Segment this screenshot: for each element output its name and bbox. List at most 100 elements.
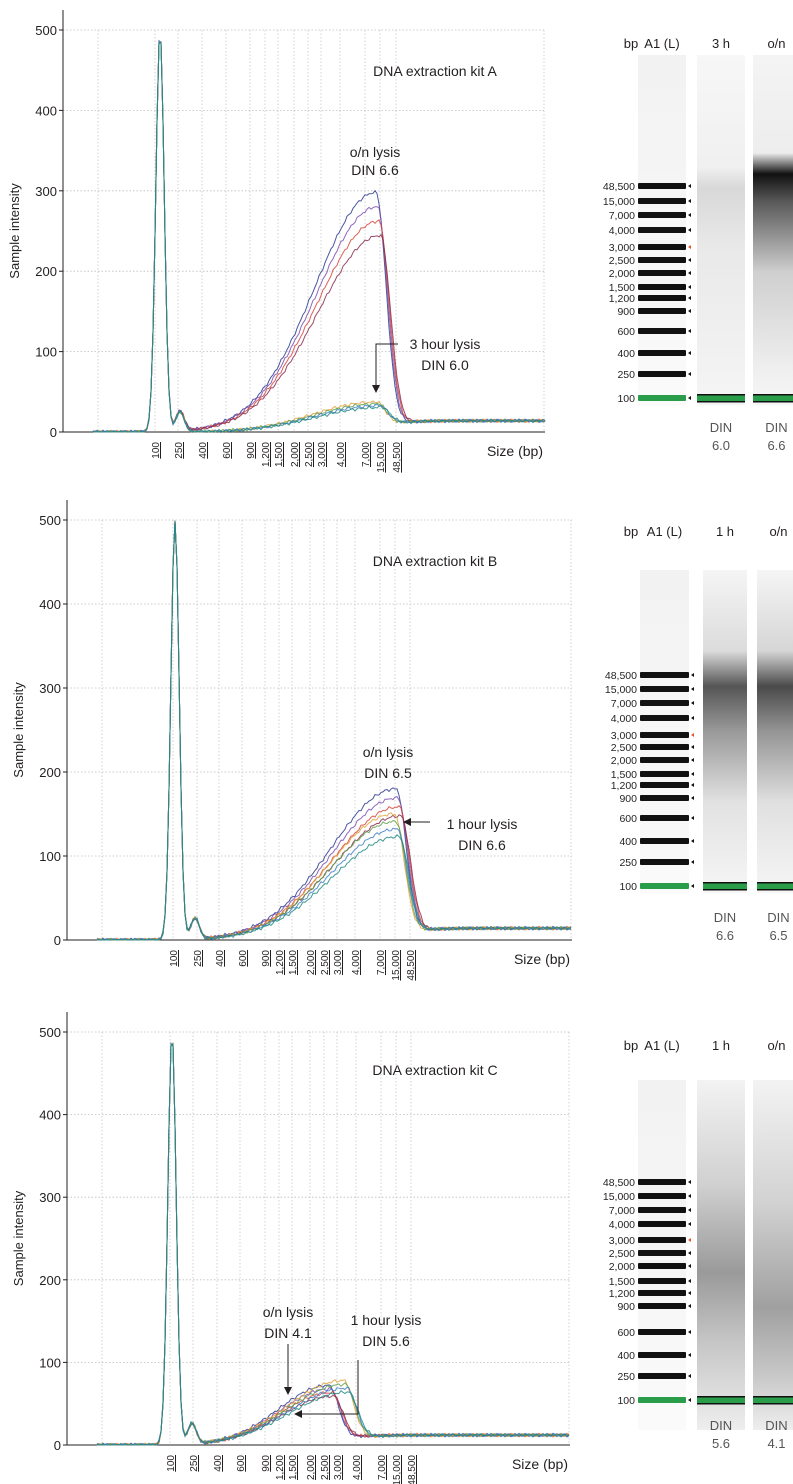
ladder-band: [638, 1373, 686, 1379]
ladder-size-label: 1,200: [609, 293, 635, 305]
ladder-size-label: 400: [617, 1350, 635, 1362]
x-tick-group: 2,500: [320, 1455, 331, 1480]
panel-b: 0 100 200 300 400 500 Sample intensity 100 250 40…: [11, 500, 793, 981]
ladder-band: [638, 183, 686, 189]
x-tick-label: 1,500: [288, 1455, 299, 1480]
trace-line: [93, 42, 546, 433]
ladder-size-label: 48,500: [605, 670, 637, 682]
ladder-size-label: 15,000: [603, 196, 635, 208]
trace-line: [96, 520, 572, 941]
ladder-pointer: [688, 329, 691, 333]
ladder-pointer: [688, 309, 691, 313]
ladder-pointer: [691, 783, 694, 787]
ladder-band: [638, 308, 686, 314]
ladder-size-label: 2,000: [611, 755, 637, 767]
x-tick-label: 100: [166, 1455, 177, 1472]
y-axis-label: Sample intensity: [7, 183, 22, 279]
x-tick-label: 15,000: [392, 1455, 403, 1484]
x-tick-label: 2,000: [290, 442, 301, 467]
ladder-size-label: 15,000: [603, 1191, 635, 1203]
x-tick-group: 48,500: [406, 950, 417, 981]
x-tick-group: 600: [238, 950, 249, 967]
gel-lane-header: bp: [624, 1038, 638, 1053]
x-tick-label: 400: [215, 950, 226, 967]
ladder-pointer: [688, 184, 691, 188]
x-tick-label: 400: [198, 442, 209, 459]
x-tick-label: 100: [151, 442, 162, 459]
ladder-size-label: 900: [617, 1301, 635, 1313]
x-tick-group: 3,000: [333, 1455, 344, 1480]
annotation-label: o/n lysis: [363, 744, 414, 760]
ladder-band: [640, 771, 689, 777]
gel-lane-header: A1 (L): [644, 1038, 679, 1053]
din-value: 6.6: [767, 438, 785, 453]
trace-line: [92, 41, 546, 433]
ladder-size-label: 48,500: [603, 181, 635, 193]
x-tick-group: 1,500: [274, 442, 285, 467]
ladder-band: [638, 295, 686, 301]
x-tick-group: 250: [193, 950, 204, 967]
ladder-pointer: [688, 1238, 691, 1242]
lane-marker-band: [753, 1397, 793, 1403]
sample-lane: [753, 55, 793, 405]
gel-lane-header: bp: [624, 524, 638, 539]
ladder-band: [638, 1250, 686, 1256]
annotation-din: DIN 6.5: [364, 765, 412, 781]
trace-line: [93, 42, 546, 433]
din-value: 4.1: [767, 1436, 785, 1451]
ladder-size-label: 1,500: [609, 1276, 635, 1288]
trace-line: [96, 1042, 570, 1446]
y-tick-label: 400: [35, 103, 57, 118]
x-tick-label: 2,500: [320, 1455, 331, 1480]
x-tick-label: 3,000: [333, 950, 344, 975]
ladder-pointer: [688, 1353, 691, 1357]
annotation-din: DIN 4.1: [264, 1325, 312, 1341]
x-tick-group: 2,000: [306, 950, 317, 975]
ladder-band: [638, 1207, 686, 1213]
x-tick-label: 7,000: [376, 950, 387, 975]
sample-lane: [697, 55, 745, 405]
y-tick-label: 100: [39, 1355, 61, 1370]
x-tick-group: 15,000: [391, 950, 402, 981]
chart-title: DNA extraction kit C: [372, 1062, 497, 1078]
x-tick-label: 2,000: [306, 1455, 317, 1480]
trace-line: [96, 521, 572, 941]
ladder-size-label: 600: [619, 813, 637, 825]
x-tick-label: 250: [189, 1455, 200, 1472]
ladder-pointer: [691, 745, 694, 749]
ladder-pointer: [691, 772, 694, 776]
gel-image: bp A1 (L) 3 h o/n 48,500 15,000 7,000 4,000 3,00…: [603, 36, 793, 453]
din-value: 6.6: [716, 928, 734, 943]
din-label: DIN: [710, 420, 732, 435]
ladder-pointer: [688, 1304, 691, 1308]
ladder-size-label: 1,200: [609, 1288, 635, 1300]
annotation-label: 1 hour lysis: [351, 1312, 422, 1328]
ladder-pointer: [688, 1398, 691, 1402]
ladder-size-label: 15,000: [605, 684, 637, 696]
x-tick-group: 7,000: [361, 442, 372, 467]
ladder-band: [638, 244, 686, 250]
ladder-band: [640, 795, 689, 801]
ladder-size-label: 7,000: [611, 698, 637, 710]
ladder-size-label: 4,000: [609, 225, 635, 237]
y-tick-label: 200: [39, 765, 61, 780]
din-label: DIN: [765, 1418, 787, 1433]
trace-line: [96, 1041, 570, 1446]
ladder-pointer: [691, 816, 694, 820]
y-tick-label: 400: [39, 597, 61, 612]
ladder-band: [638, 1237, 686, 1243]
trace-group: [96, 1041, 570, 1446]
ladder-pointer: [688, 396, 691, 400]
ladder-band: [640, 757, 689, 763]
ladder-pointer: [691, 673, 694, 677]
x-tick-group: 4,000: [351, 950, 362, 975]
y-tick-label: 500: [39, 1025, 61, 1040]
trace-line: [96, 1043, 570, 1446]
ladder-band: [638, 270, 686, 276]
x-tick-label: 250: [193, 950, 204, 967]
marker-band: [640, 883, 689, 889]
x-tick-label: 2,500: [320, 950, 331, 975]
chart-title: DNA extraction kit B: [373, 553, 498, 569]
x-tick-label: 900: [246, 442, 257, 459]
y-tick-label: 400: [39, 1108, 61, 1123]
